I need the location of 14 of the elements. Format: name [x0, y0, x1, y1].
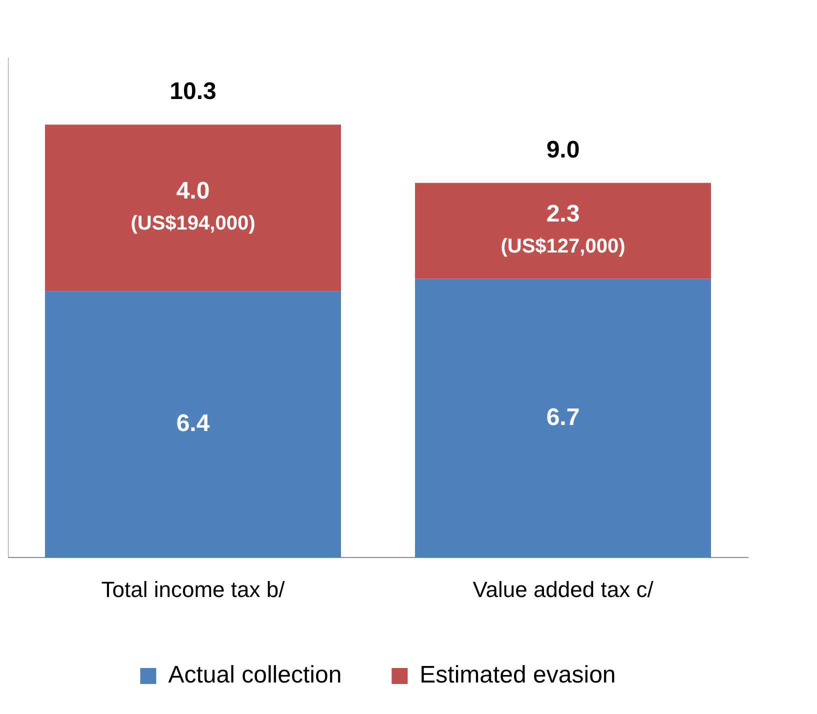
data-label: 6.4	[176, 410, 210, 437]
legend-label: Actual collection	[168, 662, 342, 689]
bar	[45, 291, 341, 558]
bar	[45, 124, 341, 292]
total-label: 9.0	[546, 136, 580, 164]
data-label: 4.0 (US$194,000)	[130, 178, 256, 234]
data-label: 6.7	[546, 404, 580, 431]
bar	[415, 182, 711, 279]
bar	[415, 278, 711, 558]
legend-label: Estimated evasion	[420, 662, 616, 689]
x-tick-label: Value added tax c/	[472, 576, 654, 602]
total-label: 10.3	[170, 78, 216, 106]
x-tick-label: Total income tax b/	[101, 576, 286, 602]
data-label: 2.3 (US$127,000)	[500, 200, 626, 258]
